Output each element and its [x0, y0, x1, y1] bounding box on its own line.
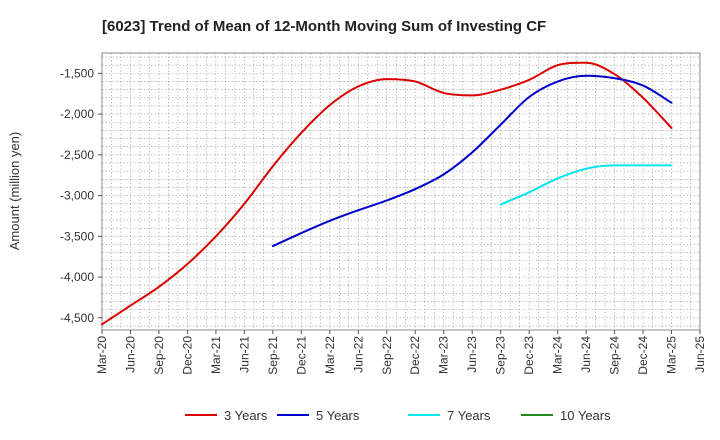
x-axis: Mar-20 Jun-20 Sep-20 Dec-20 Mar-21 Jun-21 Sep-…	[95, 330, 707, 375]
series-line-7-years	[499, 164, 673, 206]
y-tick-label: -3,500	[60, 229, 94, 243]
chart-title: [6023] Trend of Mean of 12-Month Moving …	[102, 18, 546, 35]
series-line-5-years	[271, 74, 673, 248]
x-tick-label: Mar-22	[323, 336, 337, 374]
y-axis: -1,500 -2,000 -2,500 -3,000 -3,500 -4,000 -4,5…	[60, 66, 102, 325]
legend-label-3-years: 3 Years	[224, 408, 268, 423]
plot-area	[101, 52, 701, 331]
series-line-3-years	[101, 61, 673, 326]
series-lines	[101, 61, 673, 326]
x-tick-label: Mar-25	[665, 336, 679, 374]
x-tick-label: Dec-24	[636, 336, 650, 375]
x-tick-label: Mar-20	[95, 336, 109, 374]
y-axis-label: Amount (million yen)	[7, 132, 22, 251]
x-tick-label: Sep-22	[380, 336, 394, 375]
y-tick-label: -4,000	[60, 270, 94, 284]
x-tick-label: Jun-21	[237, 336, 251, 373]
x-tick-label: Dec-23	[522, 336, 536, 375]
x-tick-label: Jun-22	[351, 336, 365, 373]
y-tick-label: -1,500	[60, 66, 94, 80]
y-tick-label: -4,500	[60, 311, 94, 325]
x-tick-label: Sep-23	[494, 336, 508, 375]
y-tick-label: -2,500	[60, 148, 94, 162]
legend-label-7-years: 7 Years	[447, 408, 491, 423]
x-tick-label: Mar-23	[437, 336, 451, 374]
x-tick-label: Sep-20	[152, 336, 166, 375]
y-tick-label: -3,000	[60, 189, 94, 203]
x-tick-label: Dec-20	[180, 336, 194, 375]
x-tick-label: Jun-23	[465, 336, 479, 373]
legend: 3 Years 5 Years 7 Years 10 Years	[185, 408, 611, 423]
x-tick-label: Dec-21	[294, 336, 308, 375]
grid	[102, 53, 700, 330]
x-tick-label: Sep-24	[608, 336, 622, 375]
x-tick-label: Sep-21	[266, 336, 280, 375]
legend-label-10-years: 10 Years	[560, 408, 611, 423]
legend-label-5-years: 5 Years	[316, 408, 360, 423]
x-tick-label: Jun-24	[579, 336, 593, 373]
x-tick-label: Jun-20	[123, 336, 137, 373]
x-tick-label: Mar-24	[551, 336, 565, 374]
x-tick-label: Dec-22	[408, 336, 422, 375]
x-tick-label: Jun-25	[693, 336, 707, 373]
y-tick-label: -2,000	[60, 107, 94, 121]
x-tick-label: Mar-21	[209, 336, 223, 374]
